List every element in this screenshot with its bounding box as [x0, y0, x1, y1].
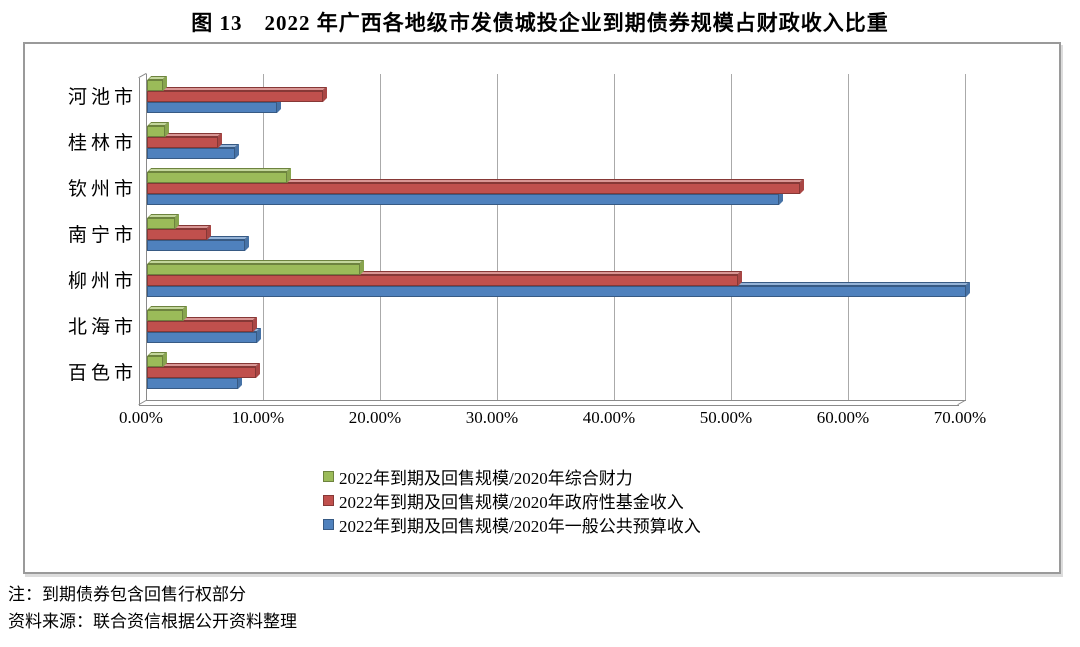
chart-title: 图 13 2022 年广西各地级市发债城投企业到期债券规模占财政收入比重: [191, 11, 889, 35]
footnote-line: 注：到期债券包含回售行权部分: [8, 585, 246, 604]
chart-container: 河池市桂林市钦州市南宁市柳州市北海市百色市 0.00% 10.00% 20.00% 3…: [23, 42, 1061, 574]
bar-series2-北海市: [147, 321, 253, 332]
gridline: [263, 74, 264, 401]
plot-area: 河池市桂林市钦州市南宁市柳州市北海市百色市: [25, 44, 1059, 426]
gridline: [965, 74, 966, 401]
floor-back-edge: [146, 400, 966, 401]
category-label: 南宁市: [68, 225, 138, 246]
legend-marker-icon: [323, 518, 334, 530]
legend-label: 2022年到期及回售规模/2020年综合财力: [339, 468, 633, 488]
bar-series2-百色市: [147, 367, 256, 378]
x-axis-tick-label: 70.00%: [933, 408, 987, 427]
x-axis-tick-label: 0.00%: [119, 408, 163, 427]
bar-series3-南宁市: [147, 240, 245, 251]
bar-series3-桂林市: [147, 148, 235, 159]
bar-series1-百色市: [147, 356, 163, 367]
x-axis-tick-label: 10.00%: [231, 408, 285, 427]
category-label: 河池市: [68, 87, 138, 108]
footnotes: 注：到期债券包含回售行权部分 资料来源：联合资信根据公开资料整理: [8, 581, 297, 635]
bar-series3-钦州市: [147, 194, 779, 205]
category-label: 北海市: [68, 317, 138, 338]
gridline: [731, 74, 732, 401]
x-axis-tick-label: 40.00%: [582, 408, 636, 427]
category-label: 钦州市: [68, 179, 138, 200]
category-label: 桂林市: [68, 133, 138, 154]
bar-series2-桂林市: [147, 137, 218, 148]
floor-front-edge: [139, 405, 959, 406]
legend-label: 2022年到期及回售规模/2020年一般公共预算收入: [339, 516, 701, 536]
x-axis-tick-label: 30.00%: [465, 408, 519, 427]
bar-series2-南宁市: [147, 229, 207, 240]
legend-item: 2022年到期及回售规模/2020年综合财力: [323, 464, 761, 488]
bar-series2-河池市: [147, 91, 323, 102]
left-wall-front-line: [139, 78, 140, 405]
legend-label: 2022年到期及回售规模/2020年政府性基金收入: [339, 492, 684, 512]
gridline: [380, 74, 381, 401]
footnote-line: 资料来源：联合资信根据公开资料整理: [8, 612, 297, 631]
x-axis-tick-label: 20.00%: [348, 408, 402, 427]
bar-series3-北海市: [147, 332, 257, 343]
legend-marker-icon: [323, 494, 334, 506]
bar-series3-百色市: [147, 378, 238, 389]
category-label: 百色市: [68, 363, 138, 384]
bar-series1-钦州市: [147, 172, 287, 183]
gridline: [497, 74, 498, 401]
legend: 2022年到期及回售规模/2020年综合财力 2022年到期及回售规模/2020年…: [25, 464, 1059, 536]
bar-series1-北海市: [147, 310, 183, 321]
bar-series1-柳州市: [147, 264, 360, 275]
category-label: 柳州市: [68, 271, 138, 292]
legend-item: 2022年到期及回售规模/2020年一般公共预算收入: [323, 512, 761, 536]
gridline: [848, 74, 849, 401]
gridline: [614, 74, 615, 401]
bar-series3-柳州市: [147, 286, 966, 297]
bar-series1-桂林市: [147, 126, 165, 137]
bar-series1-南宁市: [147, 218, 175, 229]
legend-item: 2022年到期及回售规模/2020年政府性基金收入: [323, 488, 761, 512]
legend-marker-icon: [323, 470, 334, 482]
bar-series2-钦州市: [147, 183, 800, 194]
x-axis-tick-label: 50.00%: [699, 408, 753, 427]
bar-series3-河池市: [147, 102, 277, 113]
bar-series1-河池市: [147, 80, 163, 91]
x-axis-tick-label: 60.00%: [816, 408, 870, 427]
bar-series2-柳州市: [147, 275, 738, 286]
